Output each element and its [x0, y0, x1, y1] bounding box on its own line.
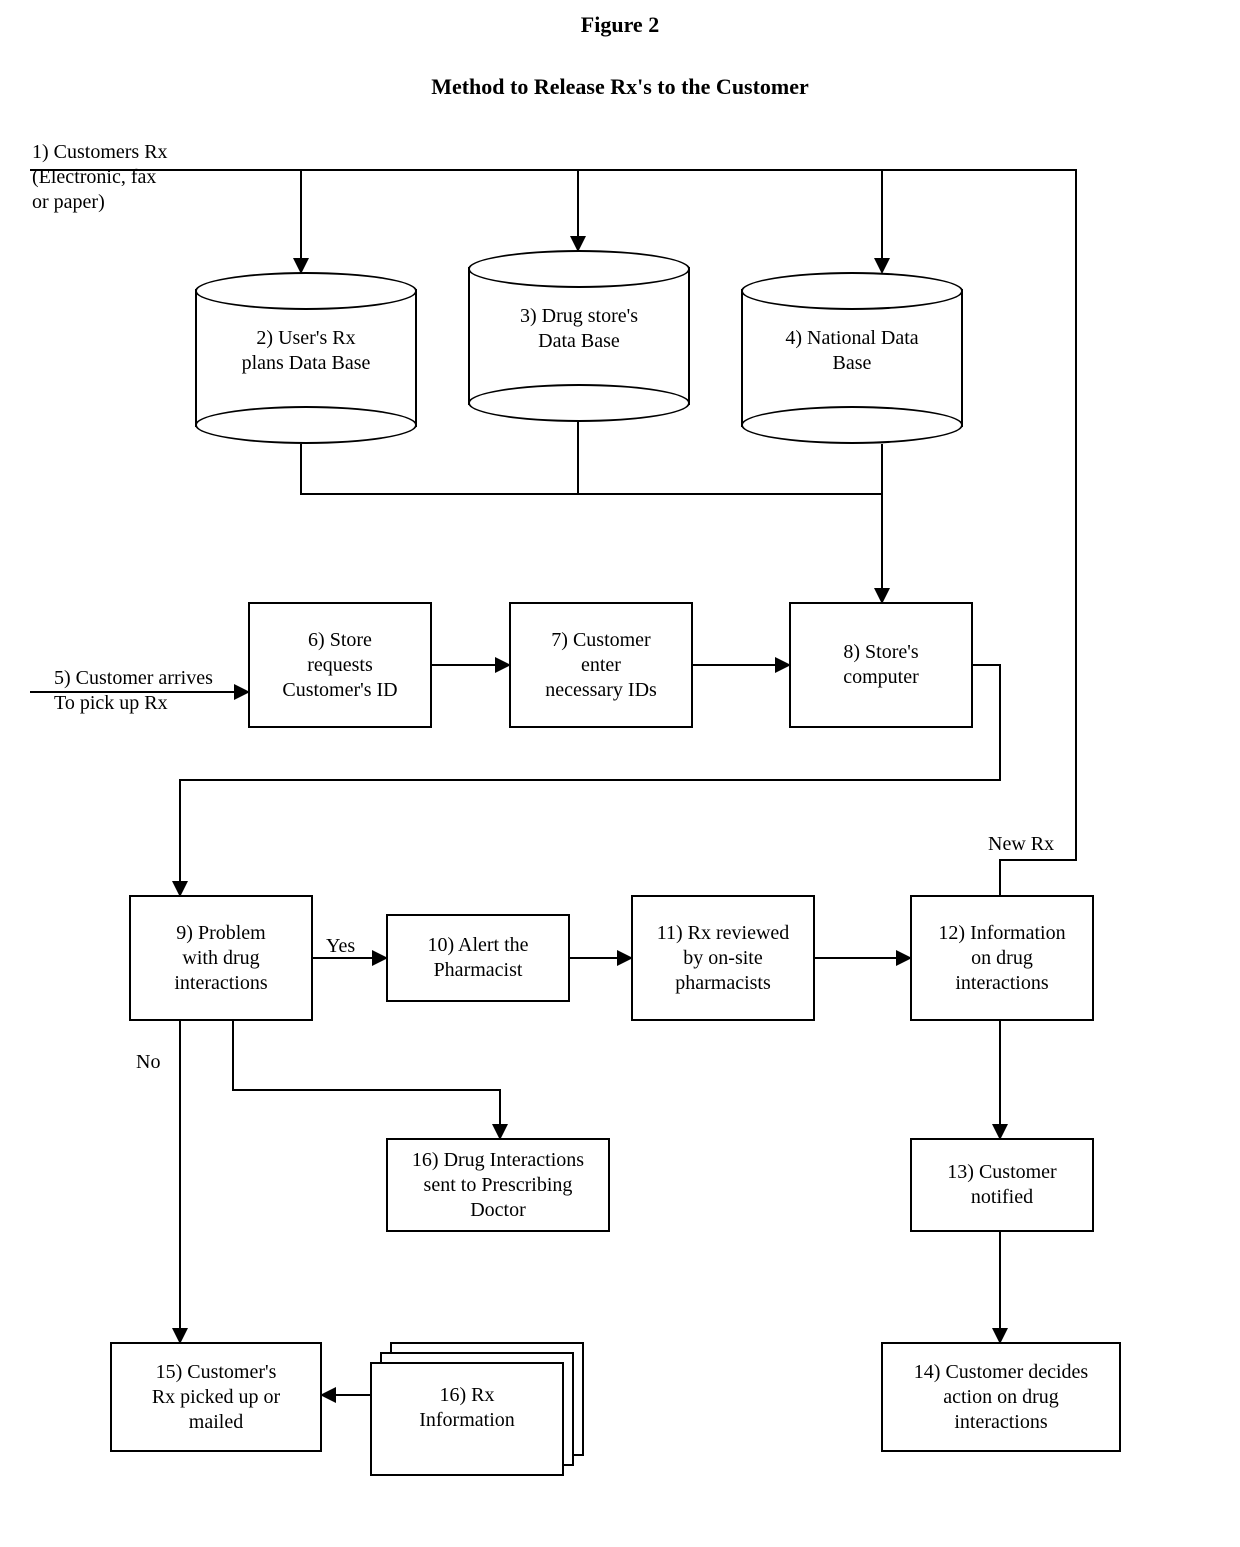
- edge-e_2down: [301, 444, 882, 602]
- flow-label-n1: 1) Customers Rx(Electronic, faxor paper): [32, 140, 222, 215]
- edge-label-no: No: [136, 1050, 160, 1075]
- flow-label-n5: 5) Customer arrivesTo pick up Rx: [54, 666, 264, 716]
- flow-box-n6: 6) StorerequestsCustomer's ID: [248, 602, 432, 728]
- flow-box-n11: 11) Rx reviewedby on-sitepharmacists: [631, 895, 815, 1021]
- flow-box-n15: 15) Customer'sRx picked up ormailed: [110, 1342, 322, 1452]
- edges-layer: [0, 0, 1240, 1547]
- flow-box-n10: 10) Alert thePharmacist: [386, 914, 570, 1002]
- edge-e_9to16a: [233, 1021, 500, 1138]
- flow-box-n16a: 16) Drug Interactionssent to Prescribing…: [386, 1138, 610, 1232]
- flow-document-n16b: 16) RxInformation: [370, 1342, 580, 1472]
- flow-box-n9: 9) Problemwith druginteractions: [129, 895, 313, 1021]
- flow-box-n14: 14) Customer decidesaction on drugintera…: [881, 1342, 1121, 1452]
- figure-subtitle: Method to Release Rx's to the Customer: [0, 74, 1240, 100]
- flow-box-n7: 7) Customerenternecessary IDs: [509, 602, 693, 728]
- flow-database-n4: 4) National DataBase: [741, 272, 963, 444]
- edge-label-newrx: New Rx: [988, 832, 1054, 857]
- flow-box-n12: 12) Informationon druginteractions: [910, 895, 1094, 1021]
- flow-database-n2: 2) User's Rxplans Data Base: [195, 272, 417, 444]
- flow-box-n13: 13) Customernotified: [910, 1138, 1094, 1232]
- edge-label-yes: Yes: [326, 934, 355, 959]
- edge-e_top3: [301, 170, 578, 250]
- figure-title: Figure 2: [0, 12, 1240, 38]
- flow-database-n3: 3) Drug store'sData Base: [468, 250, 690, 422]
- flow-box-n8: 8) Store'scomputer: [789, 602, 973, 728]
